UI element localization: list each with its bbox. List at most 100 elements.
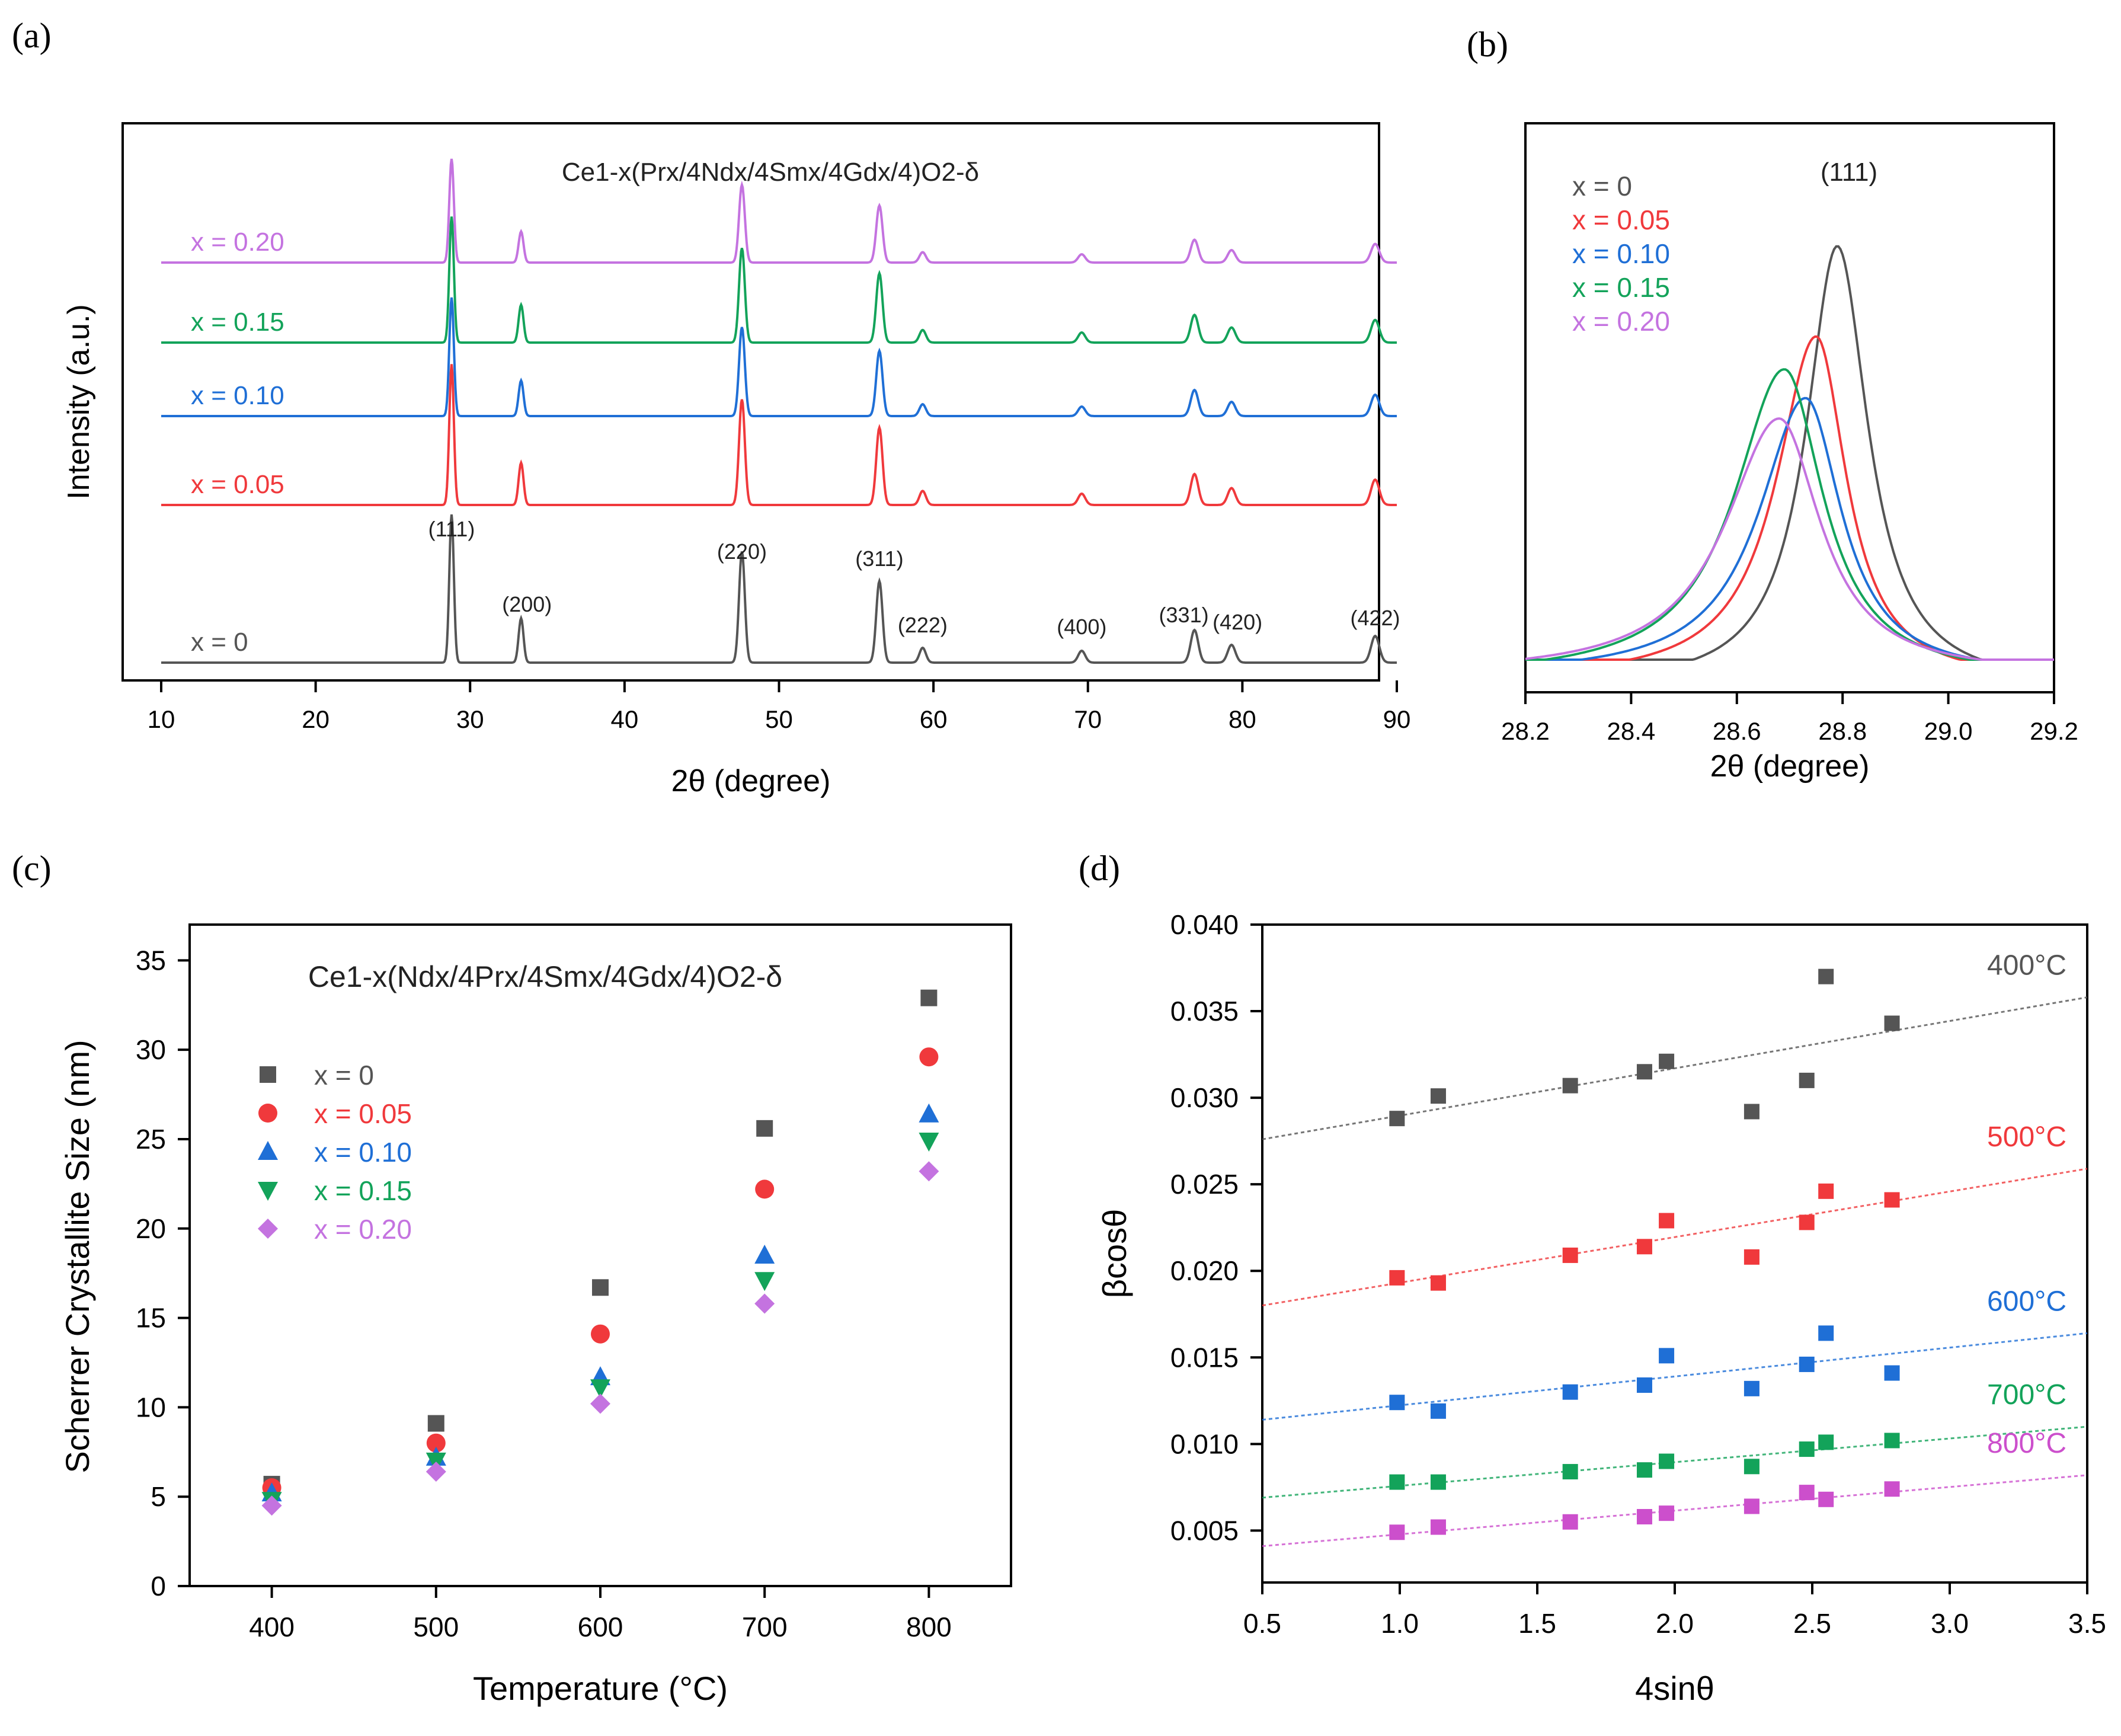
legend-entry-b: x = 0.10 [1572, 238, 1670, 269]
y-tick-label-d: 0.020 [1170, 1255, 1239, 1286]
panel-label-b: (b) [1467, 25, 1508, 64]
x-tick-label-b: 29.0 [1924, 717, 1973, 745]
legend-entry-c: x = 0.20 [314, 1214, 412, 1245]
x-tick-label-d: 3.0 [1931, 1608, 1969, 1639]
x-tick-label-d: 3.5 [2068, 1608, 2106, 1639]
plot-frame-d [1261, 923, 2088, 1584]
data-point-square [1818, 1491, 1834, 1507]
y-tick-label-d: 0.040 [1170, 909, 1239, 940]
data-point-square [1430, 1275, 1446, 1291]
x-axis-label-d: 4sinθ [1635, 1670, 1714, 1707]
data-point-triangle-up [919, 1103, 939, 1123]
data-point-circle [755, 1179, 775, 1199]
panel-label-a: (a) [12, 16, 52, 55]
peak-series-line [1525, 397, 2054, 661]
data-point-triangle-up [258, 1141, 278, 1160]
data-point-square [1562, 1464, 1578, 1480]
y-tick-label-c: 20 [136, 1213, 166, 1244]
x-tick-label-d: 2.0 [1656, 1608, 1694, 1639]
data-point-square [1818, 1183, 1834, 1199]
hkl-label: (222) [898, 613, 948, 637]
xrd-series-line [161, 514, 1397, 664]
data-point-square [1818, 968, 1834, 984]
peak-label-b: (111) [1821, 158, 1877, 187]
x-tick-label-a: 70 [1074, 705, 1102, 733]
plot-frame-b [1524, 122, 2055, 693]
x-tick-label-c: 600 [578, 1612, 623, 1642]
panel-a: (a) Ce1-x(Prx/4Ndx/4Smx/4Gdx/4)O2-δ Inte… [0, 0, 1440, 830]
x-tick-label-d: 1.0 [1381, 1608, 1419, 1639]
fit-line [1262, 996, 2088, 1140]
xrd-series-line [161, 158, 1397, 264]
y-tick-label-d: 0.030 [1170, 1082, 1239, 1113]
data-point-square [1430, 1474, 1446, 1490]
data-point-triangle-down [590, 1379, 610, 1399]
data-point-square [1636, 1462, 1652, 1478]
x-axis-label-b: 2θ (degree) [1710, 749, 1870, 784]
temperature-label: 800°C [1987, 1428, 2066, 1459]
data-point-circle [591, 1324, 610, 1344]
x-tick-label-a: 90 [1383, 705, 1411, 733]
hkl-label: (422) [1350, 606, 1400, 630]
panel-b: (b) (111) 2θ (degree) 28.2 28.4 28.6 28.8 29… [1440, 0, 2121, 830]
temperature-label: 400°C [1987, 950, 2066, 982]
data-point-square [920, 989, 938, 1006]
data-point-diamond [258, 1219, 278, 1239]
legend-entry-b: x = 0 [1572, 171, 1632, 202]
data-point-square [1743, 1104, 1759, 1120]
fit-line [1262, 1168, 2088, 1307]
data-point-square [1884, 1015, 1900, 1031]
data-point-square [1636, 1377, 1652, 1393]
data-point-square [1659, 1453, 1675, 1469]
data-point-square [427, 1415, 444, 1432]
legend-entry-c: x = 0.15 [314, 1175, 412, 1206]
data-point-square [1562, 1078, 1578, 1094]
y-tick-label-d: 0.015 [1170, 1342, 1239, 1373]
data-point-square [1659, 1348, 1675, 1364]
crystallite-size-chart: (c) Ce1-x(Ndx/4Prx/4Smx/4Gdx/4)O2-δ Sche… [12, 849, 1012, 1707]
x-tick-label-d: 0.5 [1243, 1608, 1281, 1639]
hkl-label: (311) [855, 546, 903, 571]
data-point-circle [258, 1104, 277, 1123]
x-tick-label-a: 50 [765, 705, 793, 733]
data-point-square [1743, 1498, 1759, 1514]
data-point-square [1389, 1270, 1405, 1286]
data-point-square [1884, 1481, 1900, 1497]
chart-title-c: Ce1-x(Ndx/4Prx/4Smx/4Gdx/4)O2-δ [308, 960, 782, 993]
data-point-diamond [426, 1461, 446, 1482]
legend-entry-b: x = 0.15 [1572, 272, 1670, 303]
series-label-a: x = 0 [191, 628, 248, 657]
data-point-square [1884, 1365, 1900, 1381]
y-tick-label-c: 5 [151, 1481, 166, 1512]
williamson-hall-chart: (d) βcosθ 4sinθ 0.5 1.0 1.5 2.0 2.5 3.0 3.5 0.0… [1079, 849, 2106, 1707]
x-tick-label-b: 28.2 [1501, 717, 1550, 745]
hkl-label: (200) [502, 592, 552, 616]
chart-title-a: Ce1-x(Prx/4Ndx/4Smx/4Gdx/4)O2-δ [562, 158, 979, 187]
fit-line [1262, 1474, 2088, 1548]
data-point-square [1799, 1214, 1815, 1230]
x-tick-label-a: 40 [611, 705, 639, 733]
legend-entry-b: x = 0.20 [1572, 306, 1670, 337]
data-point-diamond [754, 1293, 775, 1314]
y-tick-label-c: 30 [136, 1034, 166, 1065]
data-point-square [1743, 1380, 1759, 1396]
legend-entry-c: x = 0.05 [314, 1098, 412, 1129]
y-tick-label-d: 0.010 [1170, 1428, 1239, 1459]
series-label-a: x = 0.20 [191, 228, 284, 257]
y-tick-label-d: 0.025 [1170, 1169, 1239, 1200]
data-point-square [1562, 1514, 1578, 1530]
x-tick-label-d: 2.5 [1793, 1608, 1831, 1639]
data-point-square [260, 1066, 276, 1083]
data-point-square [1659, 1213, 1675, 1229]
data-point-square [1389, 1111, 1405, 1127]
legend-entry-c: x = 0 [314, 1060, 374, 1091]
x-tick-label-d: 1.5 [1518, 1608, 1556, 1639]
data-point-square [1562, 1247, 1578, 1263]
plot-frame-c [188, 923, 1012, 1587]
y-tick-label-d: 0.005 [1170, 1515, 1239, 1546]
data-point-square [1799, 1485, 1815, 1501]
y-axis-label-a: Intensity (a.u.) [62, 304, 96, 499]
x-tick-label-b: 28.6 [1713, 717, 1761, 745]
x-tick-label-c: 400 [249, 1612, 295, 1642]
data-point-diamond [919, 1161, 939, 1182]
